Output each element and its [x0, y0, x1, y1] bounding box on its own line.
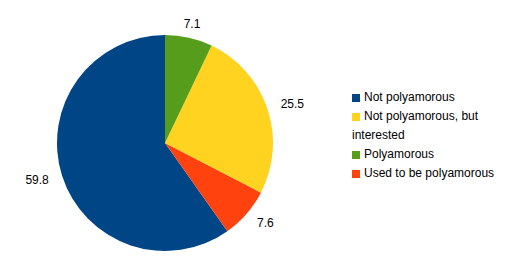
html-text:Used to be polyamorous: Used to be polyamorous [364, 166, 495, 180]
html-text:Not polyamorous, but intereste: Not polyamorous, but interested [352, 109, 479, 142]
html-text:Not polyamorous: Not polyamorous [364, 90, 455, 104]
svg-text:59.8: 59.8 [25, 173, 49, 187]
html-text:Polyamorous: Polyamorous [364, 147, 434, 161]
svg-text:7.6: 7.6 [257, 216, 274, 230]
svg-text:25.5: 25.5 [281, 97, 305, 111]
svg-text:7.1: 7.1 [184, 17, 201, 31]
